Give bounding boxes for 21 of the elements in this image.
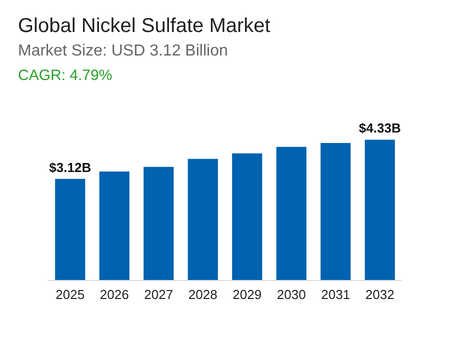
- bar: [99, 171, 130, 280]
- bar: [232, 153, 262, 280]
- bar: [276, 146, 306, 280]
- x-tick-label: 2026: [100, 287, 129, 302]
- bar: [364, 140, 395, 280]
- x-tick-label: 2031: [321, 287, 350, 302]
- bar: [320, 142, 351, 280]
- bar: [144, 166, 174, 280]
- x-tick-label: 2032: [365, 287, 394, 302]
- bar: [188, 158, 218, 280]
- chart-subtitle: Market Size: USD 3.12 Billion: [18, 42, 228, 60]
- text: CAGR: 4.79%: [18, 67, 112, 84]
- bar: [55, 178, 86, 280]
- data-label: $3.12B: [49, 160, 92, 175]
- x-tick-label: 2030: [276, 287, 306, 302]
- chart-title: Global Nickel Sulfate Market: [18, 15, 271, 37]
- x-tick-label: 2028: [188, 287, 218, 302]
- data-label: $4.33B: [358, 120, 401, 136]
- x-tick-label: 2027: [144, 287, 174, 302]
- x-tick-label: 2029: [232, 287, 262, 302]
- x-tick-label: 2025: [56, 287, 85, 302]
